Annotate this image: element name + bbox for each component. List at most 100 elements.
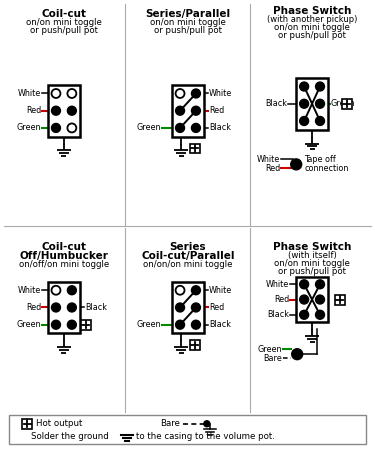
Text: Red: Red [26,106,41,115]
Circle shape [292,349,303,360]
Circle shape [176,106,184,115]
Text: Series/Parallel: Series/Parallel [146,9,231,19]
Bar [296,78,328,130]
Circle shape [176,286,184,295]
Text: Black: Black [209,123,231,132]
Text: Green: Green [137,320,161,329]
Text: Bare: Bare [264,354,282,363]
Text: Green: Green [16,320,41,329]
Text: Green: Green [16,123,41,132]
Circle shape [315,99,324,108]
Circle shape [51,106,60,115]
Bar [172,85,204,136]
Circle shape [68,106,76,115]
Circle shape [315,295,324,304]
Text: connection: connection [304,164,348,173]
Text: Red: Red [209,303,224,312]
Text: Bare: Bare [160,419,180,428]
Text: Off/Humbucker: Off/Humbucker [20,251,108,261]
Text: on/on mini toggle: on/on mini toggle [26,18,102,27]
Text: Tape off: Tape off [304,155,336,164]
Circle shape [68,89,76,98]
Text: White: White [18,286,41,295]
Circle shape [300,310,309,319]
Text: on/on mini toggle: on/on mini toggle [274,259,350,268]
Bar [48,85,80,136]
Text: (with another pickup): (with another pickup) [267,15,357,24]
Text: on/on/on mini toggle: on/on/on mini toggle [143,260,233,269]
Text: Red: Red [26,303,41,312]
Circle shape [51,303,60,312]
Text: Hot output: Hot output [36,419,82,428]
Circle shape [176,303,184,312]
Text: Coil-cut: Coil-cut [41,9,86,19]
Text: or push/pull pot: or push/pull pot [30,26,98,35]
Circle shape [192,89,200,98]
Text: Solder the ground: Solder the ground [31,432,109,441]
Circle shape [291,159,302,170]
Text: Series: Series [170,242,206,252]
Bar [296,277,328,322]
Circle shape [68,123,76,132]
Bar [172,282,204,333]
Text: Black: Black [85,303,107,312]
Text: Black: Black [267,310,289,319]
Circle shape [51,320,60,329]
Circle shape [68,303,76,312]
Text: or push/pull pot: or push/pull pot [278,31,346,40]
Bar [48,282,80,333]
Text: Coil-cut/Parallel: Coil-cut/Parallel [141,251,235,261]
Text: Black: Black [265,99,287,108]
Text: Green: Green [331,99,356,108]
Circle shape [192,303,200,312]
Text: Black: Black [209,320,231,329]
Circle shape [68,320,76,329]
Text: or push/pull pot: or push/pull pot [154,26,222,35]
Text: on/on mini toggle: on/on mini toggle [274,23,350,32]
Circle shape [204,421,210,427]
Bar [190,144,200,154]
Text: or push/pull pot: or push/pull pot [278,267,346,276]
Circle shape [300,99,309,108]
Bar [22,419,32,429]
Text: to the casing to the volume pot.: to the casing to the volume pot. [136,432,275,441]
Circle shape [300,280,309,289]
Bar [9,415,366,444]
Circle shape [192,123,200,132]
Circle shape [300,82,309,91]
Text: Red: Red [209,106,224,115]
Text: White: White [257,155,280,164]
Text: on/on mini toggle: on/on mini toggle [150,18,226,27]
Text: White: White [209,89,232,98]
Circle shape [176,320,184,329]
Circle shape [51,123,60,132]
Circle shape [192,106,200,115]
Circle shape [51,89,60,98]
Circle shape [315,280,324,289]
Circle shape [300,116,309,125]
Text: Green: Green [258,345,282,354]
Bar [335,295,345,304]
Circle shape [68,286,76,295]
Circle shape [176,123,184,132]
Text: White: White [266,280,289,289]
Text: Phase Switch: Phase Switch [273,242,351,252]
Text: Coil-cut: Coil-cut [41,242,86,252]
Bar [342,99,352,109]
Circle shape [315,116,324,125]
Text: Green: Green [137,123,161,132]
Text: White: White [209,286,232,295]
Circle shape [315,82,324,91]
Text: (with itself): (with itself) [288,251,336,260]
Text: on/off/on mini toggle: on/off/on mini toggle [19,260,109,269]
Circle shape [315,310,324,319]
Text: White: White [18,89,41,98]
Bar [81,320,91,330]
Circle shape [300,295,309,304]
Text: Phase Switch: Phase Switch [273,6,351,16]
Text: Red: Red [265,164,280,173]
Bar [190,340,200,350]
Text: Red: Red [274,295,289,304]
Circle shape [192,320,200,329]
Circle shape [176,89,184,98]
